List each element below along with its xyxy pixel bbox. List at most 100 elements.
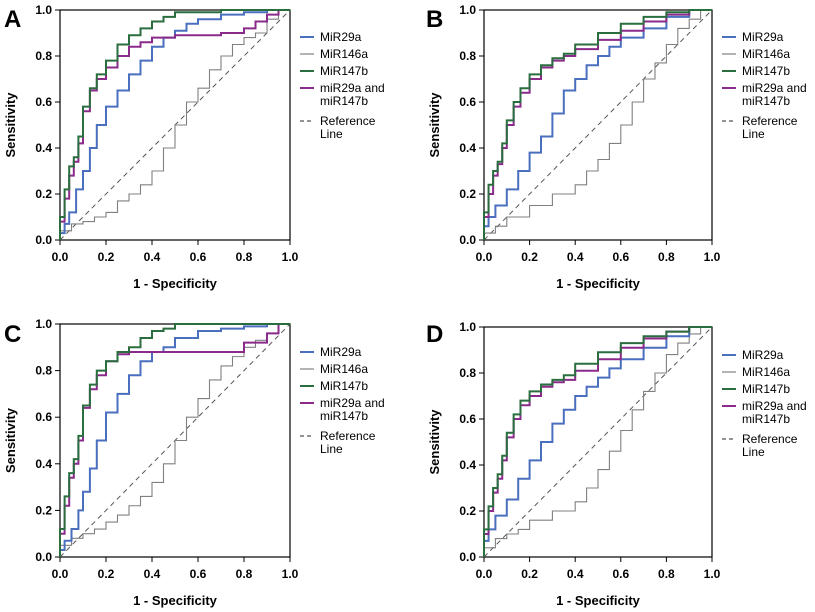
- legend-label-reference: Line: [320, 442, 343, 456]
- legend-label-reference: Reference: [320, 114, 376, 128]
- y-tick-label: 0.0: [35, 233, 52, 247]
- x-tick-label: 0.2: [521, 567, 538, 581]
- y-tick-label: 0.6: [459, 412, 476, 426]
- y-tick-label: 0.0: [35, 550, 52, 564]
- roc-curve-mir146a: [59, 9, 290, 240]
- x-tick-label: 0.8: [658, 250, 675, 264]
- x-tick-label: 1.0: [282, 567, 299, 581]
- legend-label-combo: miR29a and: [320, 81, 385, 95]
- x-tick-label: 0.6: [612, 250, 629, 264]
- y-tick-label: 0.4: [459, 141, 476, 155]
- legend-label-mir29a: MiR29a: [320, 30, 362, 44]
- legend-label-reference: Reference: [742, 114, 798, 128]
- roc-panel-a: A 0.0 0.2 0.4 0.6 0.8 1.0 0.0 0.2 0.4 0.6 0.8 1.0 1 -…: [3, 3, 385, 291]
- legend-label-combo: miR29a and: [742, 81, 807, 95]
- x-tick-label: 1.0: [704, 567, 721, 581]
- y-tick-label: 0.2: [459, 187, 476, 201]
- y-tick-label: 0.2: [35, 503, 52, 517]
- roc-curve-mir147b: [59, 323, 290, 557]
- x-tick-label: 0.4: [567, 567, 584, 581]
- roc-curve-mir146a: [483, 326, 712, 557]
- legend-label-mir147b: MiR147b: [320, 379, 368, 393]
- legend-label-reference: Reference: [320, 429, 376, 443]
- roc-curve-mir147b: [483, 326, 712, 557]
- legend-label-mir29a: MiR29a: [742, 348, 784, 362]
- legend-label-mir147b: MiR147b: [742, 382, 790, 396]
- x-axis-label: 1 - Specificity: [133, 276, 218, 291]
- y-tick-label: 0.4: [35, 141, 52, 155]
- roc-curve-mir147b: [483, 9, 712, 240]
- plot-frame: [59, 9, 291, 241]
- legend-label-reference: Reference: [742, 432, 798, 446]
- x-tick-label: 0.2: [98, 567, 115, 581]
- x-axis-label: 1 - Specificity: [556, 593, 641, 608]
- legend-label-reference: Line: [320, 127, 343, 141]
- y-tick-label: 0.2: [35, 187, 52, 201]
- panel-letter: A: [4, 6, 21, 33]
- legend-label-mir147b: MiR147b: [742, 64, 790, 78]
- y-tick-label: 0.8: [35, 49, 52, 63]
- x-tick-label: 0.8: [236, 567, 253, 581]
- y-tick-label: 0.6: [35, 410, 52, 424]
- y-tick-label: 0.6: [459, 95, 476, 109]
- x-tick-label: 1.0: [282, 250, 299, 264]
- roc-curve-mir29a: [483, 326, 712, 557]
- x-tick-label: 0.8: [236, 250, 253, 264]
- x-tick-label: 0.6: [612, 567, 629, 581]
- y-tick-label: 1.0: [459, 320, 476, 334]
- roc-curve-combo: [59, 9, 290, 240]
- y-tick-label: 0.2: [459, 504, 476, 518]
- x-tick-label: 0.6: [190, 250, 207, 264]
- y-axis-label: Sensitivity: [3, 407, 18, 473]
- roc-curve-mir29a: [59, 9, 290, 240]
- roc-curve-mir146a: [483, 9, 712, 240]
- x-tick-label: 0.0: [52, 567, 69, 581]
- plot-frame: [483, 326, 713, 558]
- legend-label-combo: miR29a and: [320, 396, 385, 410]
- y-tick-label: 0.8: [459, 49, 476, 63]
- x-tick-label: 0.2: [98, 250, 115, 264]
- panel-letter: B: [426, 6, 443, 33]
- legend-label-combo: miR147b: [320, 94, 368, 108]
- y-tick-label: 1.0: [35, 3, 52, 17]
- legend-label-mir29a: MiR29a: [320, 345, 362, 359]
- legend-label-mir146a: MiR146a: [320, 47, 368, 61]
- y-axis-label: Sensitivity: [3, 92, 18, 158]
- x-tick-label: 0.2: [521, 250, 538, 264]
- y-axis-label: Sensitivity: [427, 92, 442, 158]
- y-axis-label: Sensitivity: [427, 409, 442, 475]
- plot-frame: [483, 9, 713, 241]
- x-axis-label: 1 - Specificity: [556, 276, 641, 291]
- legend-label-mir147b: MiR147b: [320, 64, 368, 78]
- y-tick-label: 1.0: [35, 317, 52, 331]
- roc-curve-combo: [483, 326, 712, 557]
- y-tick-label: 0.0: [459, 550, 476, 564]
- x-tick-label: 0.0: [476, 250, 493, 264]
- y-tick-label: 0.6: [35, 95, 52, 109]
- roc-curve-mir29a: [59, 323, 290, 557]
- y-tick-label: 0.4: [459, 458, 476, 472]
- x-axis-label: 1 - Specificity: [133, 593, 218, 608]
- legend-label-mir146a: MiR146a: [742, 365, 790, 379]
- legend-label-reference: Line: [742, 127, 765, 141]
- legend-label-combo: miR147b: [742, 412, 790, 426]
- roc-curve-combo: [483, 9, 712, 240]
- legend-label-combo: miR29a and: [742, 399, 807, 413]
- x-tick-label: 0.4: [567, 250, 584, 264]
- legend-label-mir29a: MiR29a: [742, 30, 784, 44]
- x-tick-label: 1.0: [704, 250, 721, 264]
- y-tick-label: 0.4: [35, 457, 52, 471]
- legend-label-mir146a: MiR146a: [742, 47, 790, 61]
- panel-letter: D: [426, 321, 443, 348]
- x-tick-label: 0.0: [476, 567, 493, 581]
- y-tick-label: 0.8: [459, 366, 476, 380]
- panel-letter: C: [4, 321, 21, 348]
- x-tick-label: 0.4: [144, 250, 161, 264]
- roc-panel-b: B 0.0 0.2 0.4 0.6 0.8 1.0 0.0 0.2 0.4 0.6 0.8 1.0 1 -…: [426, 3, 807, 291]
- legend-label-reference: Line: [742, 445, 765, 459]
